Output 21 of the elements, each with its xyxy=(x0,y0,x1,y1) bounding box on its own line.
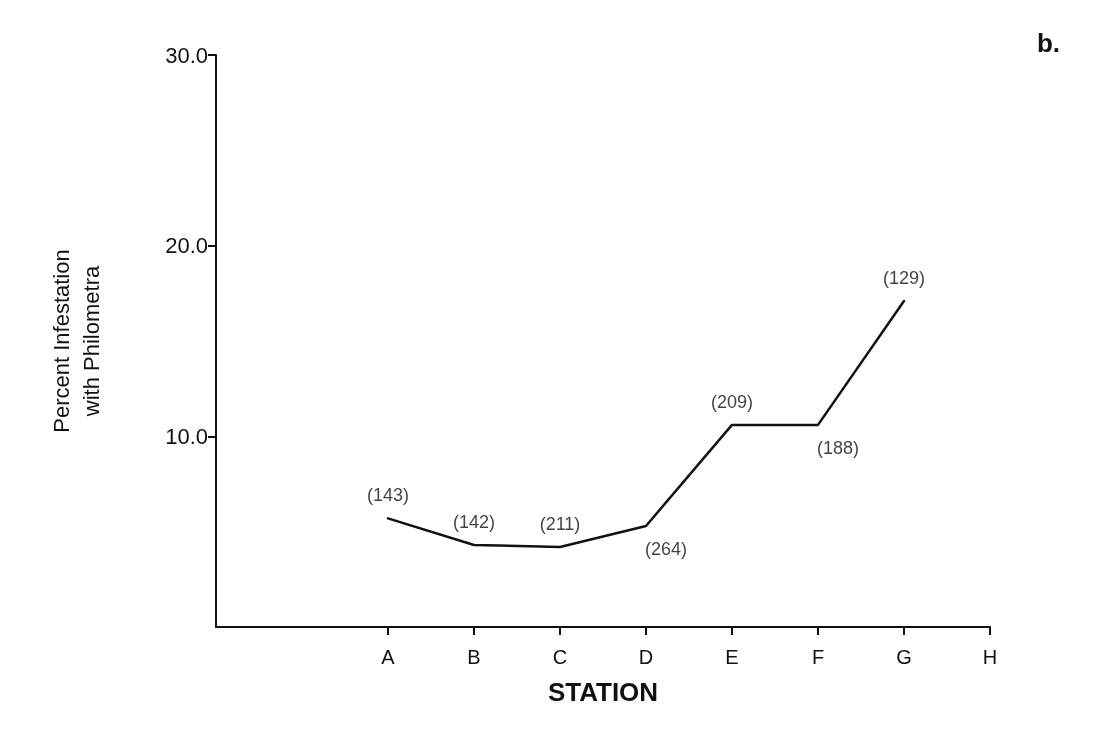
annotation: (143) xyxy=(366,485,410,506)
annotation: (264) xyxy=(644,538,688,559)
x-tick-label: A xyxy=(381,646,396,668)
annotation: (211) xyxy=(539,513,581,534)
y-tick-label: 10.0 xyxy=(165,423,208,449)
x-tick-label: G xyxy=(896,646,912,668)
annotation: (209) xyxy=(710,391,754,412)
x-axis-title: STATION xyxy=(547,677,659,707)
y-tick-label: 20.0 xyxy=(165,233,208,259)
x-tick-label: D xyxy=(638,646,654,668)
x-tick-label: H xyxy=(982,646,998,668)
annotation: (142) xyxy=(452,512,496,533)
y-axis-title: Percent Infestation with Philometra xyxy=(48,249,104,433)
x-tick-label: E xyxy=(725,646,739,668)
x-tick-label: B xyxy=(467,646,481,668)
annotation: (129) xyxy=(882,267,926,288)
y-tick-label: 30.0 xyxy=(165,42,208,68)
annotation: (188) xyxy=(816,437,860,458)
x-tick-label: F xyxy=(811,646,825,668)
text: b. xyxy=(1036,28,1060,58)
x-tick-label: C xyxy=(552,646,568,668)
